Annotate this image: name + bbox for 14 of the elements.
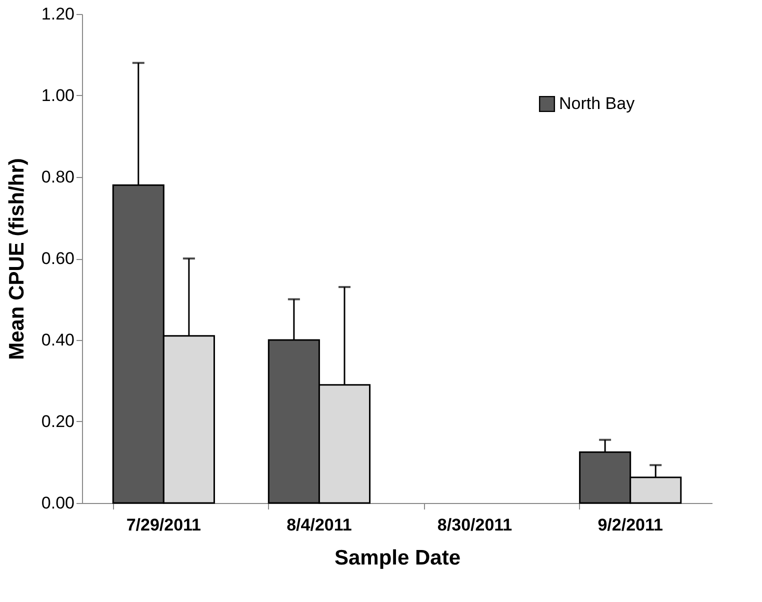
y-tick-label: 0.60 (41, 249, 74, 268)
y-tick-label: 0.20 (41, 412, 74, 431)
legend-label: North Bay (559, 94, 636, 113)
x-tick-label: 8/30/2011 (437, 516, 512, 534)
x-axis-title: Sample Date (334, 546, 461, 570)
y-tick-label: 1.00 (41, 86, 74, 105)
y-tick-label: 0.40 (41, 330, 74, 350)
y-tick-label: 0.80 (41, 168, 74, 186)
y-axis-title: Mean CPUE (fish/hr) (5, 158, 28, 360)
x-tick-label: 7/29/2011 (126, 516, 202, 534)
x-tick-label: 8/4/2011 (286, 516, 352, 534)
x-tick-label: 9/2/2011 (598, 516, 663, 534)
y-tick-label: 1.20 (41, 4, 74, 24)
y-tick-label: 0.00 (41, 494, 74, 512)
